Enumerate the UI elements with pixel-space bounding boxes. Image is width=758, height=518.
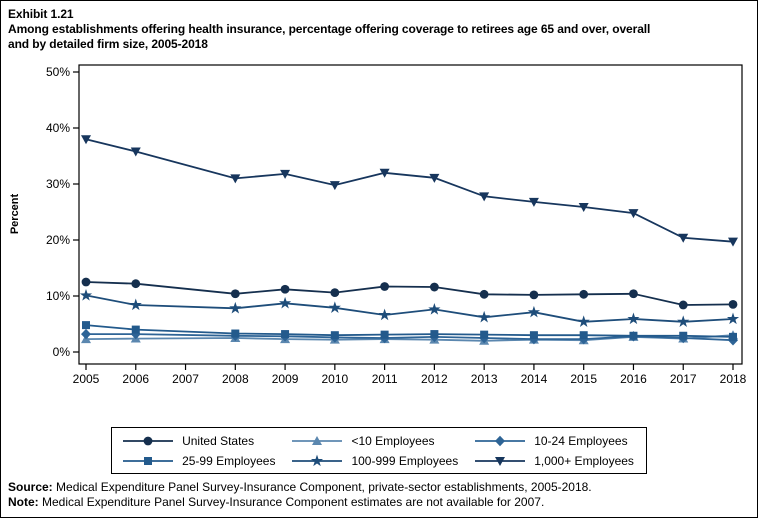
series-25-99-employees bbox=[82, 321, 737, 341]
chart-area: 0% 10% 20% 30% 40% 50% 2005 2006 2007 2008 2009 201… bbox=[1, 55, 757, 387]
svg-text:30%: 30% bbox=[46, 177, 70, 191]
legend-label: 10-24 Employees bbox=[534, 433, 628, 448]
chart-title-line1: Among establishments offering health ins… bbox=[8, 22, 651, 36]
series-100-999-employees bbox=[79, 289, 740, 327]
svg-text:2005: 2005 bbox=[73, 372, 100, 386]
triangle-down-marker-icon bbox=[475, 456, 526, 466]
svg-text:2007: 2007 bbox=[172, 372, 199, 386]
svg-text:40%: 40% bbox=[46, 121, 70, 135]
exhibit-label: Exhibit 1.21 bbox=[8, 7, 74, 21]
legend-item-25-99-employees: 25-99 Employees bbox=[122, 451, 275, 470]
svg-text:2015: 2015 bbox=[570, 372, 597, 386]
availability-note: Note: Medical Expenditure Panel Survey-I… bbox=[8, 495, 749, 510]
legend-label: 1,000+ Employees bbox=[534, 453, 634, 468]
svg-text:2011: 2011 bbox=[372, 372, 398, 386]
svg-text:2009: 2009 bbox=[272, 372, 299, 386]
svg-text:2012: 2012 bbox=[421, 372, 448, 386]
svg-text:2016: 2016 bbox=[620, 372, 647, 386]
legend-item-10-employees: <10 Employees bbox=[291, 431, 458, 450]
note-text: Medical Expenditure Panel Survey-Insuran… bbox=[38, 495, 545, 509]
y-axis: 0% 10% 20% 30% 40% 50% bbox=[46, 65, 79, 359]
legend-item-1-000-employees: 1,000+ Employees bbox=[474, 451, 634, 470]
circle-marker-icon bbox=[123, 436, 174, 445]
svg-text:2010: 2010 bbox=[321, 372, 348, 386]
x-axis: 2005 2006 2007 2008 2009 2010 2011 2012 2013 2014… bbox=[73, 364, 747, 386]
legend-label: 100-999 Employees bbox=[351, 453, 459, 468]
svg-text:10%: 10% bbox=[46, 289, 70, 303]
svg-text:2013: 2013 bbox=[471, 372, 498, 386]
square-marker-icon bbox=[123, 456, 174, 465]
svg-text:2006: 2006 bbox=[122, 372, 149, 386]
legend-item-100-999-employees: 100-999 Employees bbox=[291, 451, 458, 470]
footer-notes: Source: Medical Expenditure Panel Survey… bbox=[1, 474, 757, 510]
svg-text:0%: 0% bbox=[53, 345, 71, 359]
triangle-up-marker-icon bbox=[292, 435, 343, 445]
line-chart: 0% 10% 20% 30% 40% 50% 2005 2006 2007 2008 2009 201… bbox=[9, 64, 747, 386]
legend-label: 25-99 Employees bbox=[182, 453, 276, 468]
chart-title-line2: and by detailed firm size, 2005-2018 bbox=[8, 37, 208, 51]
svg-text:20%: 20% bbox=[46, 233, 70, 247]
svg-text:2017: 2017 bbox=[670, 372, 697, 386]
svg-text:2018: 2018 bbox=[720, 372, 747, 386]
legend-label: United States bbox=[182, 433, 255, 448]
source-label: Source: bbox=[8, 480, 53, 494]
legend-label: <10 Employees bbox=[351, 433, 435, 448]
source-text: Medical Expenditure Panel Survey-Insuran… bbox=[52, 480, 592, 494]
series-1-000-employees bbox=[81, 135, 738, 247]
star-marker-icon bbox=[292, 454, 343, 466]
note-label: Note: bbox=[8, 495, 39, 509]
legend-item-10-24-employees: 10-24 Employees bbox=[474, 431, 634, 450]
chart-title-block: Exhibit 1.21 Among establishments offeri… bbox=[1, 1, 757, 52]
svg-text:2014: 2014 bbox=[521, 372, 548, 386]
legend-item-united-states: United States bbox=[122, 431, 275, 450]
source-note: Source: Medical Expenditure Panel Survey… bbox=[8, 480, 749, 495]
series-united-states bbox=[81, 277, 738, 310]
y-axis-label: Percent bbox=[9, 193, 21, 234]
svg-text:2008: 2008 bbox=[222, 372, 249, 386]
chart-legend: United States <10 Employees 10-24 Employee… bbox=[111, 427, 647, 474]
svg-text:50%: 50% bbox=[46, 65, 70, 79]
diamond-marker-icon bbox=[475, 435, 526, 446]
